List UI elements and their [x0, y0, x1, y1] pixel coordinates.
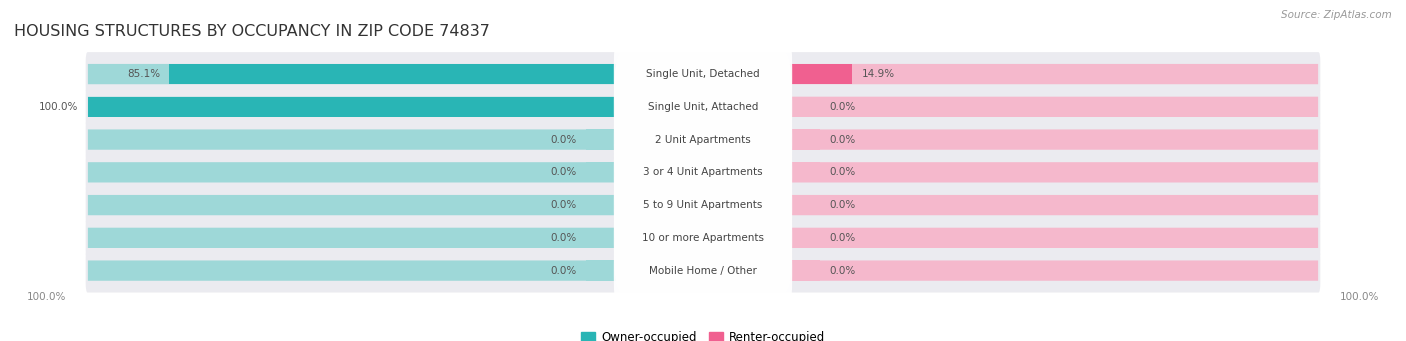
FancyBboxPatch shape: [770, 195, 1319, 215]
FancyBboxPatch shape: [770, 261, 1319, 281]
Bar: [586, 130, 636, 150]
FancyBboxPatch shape: [614, 19, 792, 129]
FancyBboxPatch shape: [87, 130, 636, 150]
FancyBboxPatch shape: [87, 97, 636, 117]
Text: Single Unit, Attached: Single Unit, Attached: [648, 102, 758, 112]
Bar: [586, 261, 636, 281]
Bar: [770, 228, 820, 248]
Bar: [586, 228, 636, 248]
FancyBboxPatch shape: [770, 97, 1319, 117]
Text: 0.0%: 0.0%: [551, 200, 576, 210]
Bar: [586, 195, 636, 215]
Bar: [770, 261, 820, 281]
FancyBboxPatch shape: [86, 249, 1320, 293]
FancyBboxPatch shape: [770, 130, 1319, 150]
Bar: [170, 64, 636, 84]
Legend: Owner-occupied, Renter-occupied: Owner-occupied, Renter-occupied: [576, 326, 830, 341]
Text: Source: ZipAtlas.com: Source: ZipAtlas.com: [1281, 10, 1392, 20]
Text: 0.0%: 0.0%: [830, 200, 855, 210]
Text: Single Unit, Detached: Single Unit, Detached: [647, 69, 759, 79]
Text: 0.0%: 0.0%: [551, 167, 576, 177]
Text: 0.0%: 0.0%: [830, 135, 855, 145]
Text: HOUSING STRUCTURES BY OCCUPANCY IN ZIP CODE 74837: HOUSING STRUCTURES BY OCCUPANCY IN ZIP C…: [14, 24, 489, 39]
Text: 0.0%: 0.0%: [551, 266, 576, 276]
Text: 0.0%: 0.0%: [830, 266, 855, 276]
FancyBboxPatch shape: [87, 228, 636, 248]
FancyBboxPatch shape: [614, 85, 792, 195]
FancyBboxPatch shape: [614, 216, 792, 326]
Text: 2 Unit Apartments: 2 Unit Apartments: [655, 135, 751, 145]
FancyBboxPatch shape: [87, 195, 636, 215]
Text: 100.0%: 100.0%: [39, 102, 79, 112]
Bar: [770, 97, 820, 117]
Text: 0.0%: 0.0%: [551, 233, 576, 243]
Text: 5 to 9 Unit Apartments: 5 to 9 Unit Apartments: [644, 200, 762, 210]
Text: Mobile Home / Other: Mobile Home / Other: [650, 266, 756, 276]
Bar: [770, 130, 820, 150]
FancyBboxPatch shape: [87, 261, 636, 281]
Text: 85.1%: 85.1%: [127, 69, 160, 79]
Text: 14.9%: 14.9%: [862, 69, 894, 79]
FancyBboxPatch shape: [86, 118, 1320, 162]
Text: 3 or 4 Unit Apartments: 3 or 4 Unit Apartments: [643, 167, 763, 177]
FancyBboxPatch shape: [86, 150, 1320, 194]
FancyBboxPatch shape: [87, 162, 636, 182]
Bar: [770, 195, 820, 215]
Text: 0.0%: 0.0%: [551, 135, 576, 145]
Bar: [770, 162, 820, 182]
FancyBboxPatch shape: [86, 52, 1320, 96]
Bar: [586, 162, 636, 182]
FancyBboxPatch shape: [770, 228, 1319, 248]
FancyBboxPatch shape: [614, 117, 792, 227]
Text: 100.0%: 100.0%: [27, 293, 66, 302]
Text: 10 or more Apartments: 10 or more Apartments: [643, 233, 763, 243]
FancyBboxPatch shape: [614, 52, 792, 162]
Text: 0.0%: 0.0%: [830, 102, 855, 112]
FancyBboxPatch shape: [770, 162, 1319, 182]
FancyBboxPatch shape: [86, 183, 1320, 227]
Bar: [770, 64, 852, 84]
FancyBboxPatch shape: [770, 64, 1319, 84]
Bar: [87, 97, 636, 117]
FancyBboxPatch shape: [87, 64, 636, 84]
Text: 0.0%: 0.0%: [830, 167, 855, 177]
FancyBboxPatch shape: [86, 216, 1320, 260]
Text: 100.0%: 100.0%: [1340, 293, 1379, 302]
Text: 0.0%: 0.0%: [830, 233, 855, 243]
FancyBboxPatch shape: [614, 183, 792, 293]
FancyBboxPatch shape: [614, 150, 792, 260]
FancyBboxPatch shape: [86, 85, 1320, 129]
